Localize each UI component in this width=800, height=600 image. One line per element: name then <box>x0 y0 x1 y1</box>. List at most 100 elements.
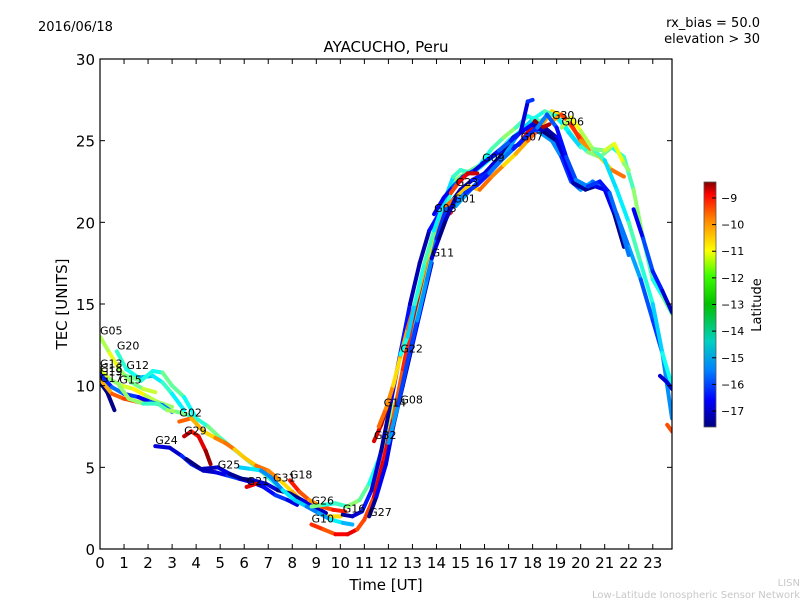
elevation-label: elevation > 30 <box>664 32 760 47</box>
satellite-label-g24: G24 <box>155 434 178 447</box>
y-axis: 0 5 10 15 20 25 30 <box>76 51 672 559</box>
series-segment <box>203 449 213 467</box>
series-segment <box>153 444 172 450</box>
series-segment <box>194 416 211 429</box>
satellite-label-g26: G26 <box>311 495 334 508</box>
series-segment <box>542 130 559 143</box>
x-tick-label: 5 <box>215 554 225 572</box>
series-g11 <box>429 195 458 261</box>
series-segment <box>422 228 437 266</box>
series-segment <box>607 190 622 225</box>
series-segment <box>578 138 593 151</box>
series-g29 <box>182 429 213 467</box>
series-segment <box>189 416 206 434</box>
footer-org-short: LISN <box>778 578 800 589</box>
series-segment <box>549 138 564 159</box>
series-segment <box>170 383 187 400</box>
series-segment <box>415 277 429 323</box>
series-segment <box>273 493 290 502</box>
series-segment <box>232 447 247 460</box>
x-tick-label: 11 <box>355 554 374 572</box>
series-segment <box>511 135 528 151</box>
series-g06 <box>559 115 631 173</box>
series-segment <box>345 498 362 509</box>
satellite-label-g02: G02 <box>179 406 202 419</box>
footer-org-long: Low-Latitude Ionospheric Sensor Network <box>592 590 800 600</box>
satellite-label-g30: G30 <box>552 109 575 122</box>
series-g20 <box>114 349 187 413</box>
series-segment <box>631 207 646 241</box>
series-segment <box>287 491 304 502</box>
series-segment <box>429 236 441 261</box>
series-segment <box>160 370 175 388</box>
x-tick-label: 20 <box>571 554 590 572</box>
series-segment <box>448 181 461 195</box>
x-tick-label: 9 <box>312 554 322 572</box>
x-tick-label: 3 <box>167 554 177 572</box>
series-segment <box>540 122 552 130</box>
series-segment <box>251 478 268 486</box>
x-tick-label: 12 <box>379 554 398 572</box>
series-segment <box>396 359 410 408</box>
series-g21 <box>244 481 259 489</box>
series-segment <box>369 449 384 493</box>
series-segment <box>559 115 574 130</box>
series-segment <box>304 504 321 516</box>
chart-title: AYACUCHO, Peru <box>323 38 448 56</box>
x-tick-label: 22 <box>619 554 638 572</box>
series-segment <box>525 97 535 104</box>
series-segment <box>167 445 184 458</box>
satellite-label-g32: G32 <box>374 429 397 442</box>
x-tick-label: 1 <box>119 554 129 572</box>
series-segment <box>201 429 218 440</box>
series-g23 <box>448 171 480 195</box>
x-tick-label: 17 <box>499 554 518 572</box>
series-segment <box>590 146 607 153</box>
series-segment <box>638 261 655 306</box>
satellite-label-g05: G05 <box>100 325 123 338</box>
series-segment <box>508 130 523 143</box>
series-segment <box>254 463 271 473</box>
series-segment <box>458 177 475 192</box>
series-segment <box>499 146 516 163</box>
satellite-label-g15: G15 <box>119 374 142 387</box>
series-segment <box>489 163 506 179</box>
series-segment <box>143 393 160 404</box>
series-segment <box>263 481 280 493</box>
series-segment <box>105 390 117 413</box>
series-segment <box>227 471 244 481</box>
x-axis: 0 1 2 3 4 5 6 7 8 9 10 11 12 13 14 15 16 17 18 19 20 21 22 23 <box>95 59 662 572</box>
series-segment <box>198 465 220 471</box>
colorbar-tick-label: −13 <box>721 299 744 312</box>
series-segment <box>374 462 388 499</box>
series-segment <box>124 367 141 380</box>
series-segment <box>641 236 655 274</box>
series-segment <box>237 465 254 471</box>
series-segment <box>119 383 136 391</box>
satellite-label-g11: G11 <box>432 246 455 259</box>
series-segment <box>432 200 446 233</box>
satellite-label-g27: G27 <box>369 506 392 519</box>
satellite-label-g21: G21 <box>247 475 270 488</box>
series-segment <box>436 217 449 241</box>
series-segment <box>131 386 148 398</box>
series-segment <box>432 195 446 217</box>
series-segment <box>215 465 232 476</box>
series-segment <box>239 476 256 483</box>
satellite-label-g14: G14 <box>384 397 407 410</box>
series-segment <box>561 155 576 186</box>
colorbar-tick-label: −9 <box>721 192 737 205</box>
colorbar-tick-label: −17 <box>721 405 744 418</box>
satellite-label-g31: G31 <box>273 472 296 485</box>
series-segment <box>545 112 559 130</box>
series-segment <box>357 481 372 502</box>
series-segment <box>412 261 427 306</box>
series-segment <box>472 158 489 173</box>
satellite-label-g18: G18 <box>100 362 123 375</box>
y-tick-label: 20 <box>76 214 95 232</box>
series-segment <box>398 334 410 357</box>
series-segment <box>535 112 550 130</box>
series-segment <box>201 468 218 475</box>
series-segment <box>513 138 530 156</box>
